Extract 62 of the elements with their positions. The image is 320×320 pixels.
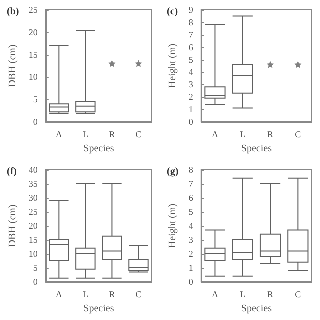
y-tick-label: 6	[188, 42, 194, 52]
y-tick-label: 15	[28, 50, 38, 60]
x-tick-label: A	[212, 130, 219, 140]
x-tick-label: R	[109, 130, 116, 140]
y-tick-label: 10	[28, 249, 38, 259]
y-tick-label: 4	[188, 221, 194, 231]
x-tick-label: L	[240, 290, 246, 300]
y-tick-label: 8	[188, 165, 194, 175]
x-axis-title: Species	[241, 144, 272, 154]
y-tick-label: 30	[28, 193, 38, 203]
y-tick-label: 0	[188, 277, 194, 287]
chart-title: (g)	[167, 166, 179, 178]
y-tick-label: 9	[188, 5, 194, 15]
x-tick-label: R	[268, 290, 274, 300]
y-tick-label: 5	[33, 94, 38, 105]
y-tick-label: 7	[188, 30, 194, 40]
x-tick-label: A	[56, 290, 63, 300]
y-tick-label: 7	[188, 179, 194, 189]
x-tick-label: C	[295, 290, 302, 300]
y-tick-label: 10	[28, 72, 38, 82]
x-tick-label: C	[136, 130, 142, 140]
y-tick-label: 2	[188, 249, 194, 259]
x-tick-label: R	[268, 130, 274, 140]
y-tick-label: 25	[28, 5, 38, 15]
chart-title: (c)	[167, 6, 178, 18]
y-tick-label: 3	[188, 235, 194, 245]
x-tick-label: L	[240, 130, 246, 140]
y-tick-label: 8	[188, 17, 194, 28]
chart-title: (f)	[7, 166, 17, 178]
y-axis-title: Height (m)	[168, 204, 178, 248]
x-axis-title: Species	[241, 304, 272, 314]
y-tick-label: 0	[33, 117, 38, 127]
y-tick-label: 6	[188, 193, 194, 203]
y-tick-label: 20	[28, 221, 38, 231]
y-tick-label: 1	[188, 263, 194, 273]
x-axis-title: Species	[84, 144, 114, 154]
x-tick-label: C	[136, 290, 142, 300]
y-tick-label: 0	[188, 117, 194, 127]
y-tick-label: 0	[33, 277, 38, 287]
y-axis-title: Height (m)	[168, 44, 178, 88]
y-tick-label: 25	[28, 207, 38, 217]
x-tick-label: A	[56, 130, 63, 140]
x-tick-label: L	[82, 290, 88, 300]
y-tick-label: 5	[33, 263, 38, 273]
y-tick-label: 5	[188, 207, 194, 217]
y-tick-label: 35	[28, 179, 38, 189]
y-tick-label: 20	[28, 27, 38, 38]
y-tick-label: 2	[188, 92, 194, 102]
y-tick-label: 40	[28, 165, 38, 175]
y-tick-label: 5	[188, 54, 194, 65]
x-tick-label: L	[82, 130, 88, 140]
x-tick-label: C	[295, 130, 302, 140]
y-axis-title: DBH (cm)	[8, 44, 18, 88]
y-tick-label: 15	[28, 235, 38, 245]
y-tick-label: 1	[188, 104, 194, 115]
x-tick-label: A	[212, 290, 219, 300]
y-tick-label: 3	[188, 80, 194, 90]
x-axis-title: Species	[84, 304, 114, 314]
y-axis-title: DBH (cm)	[8, 204, 18, 248]
x-tick-label: R	[109, 290, 116, 300]
chart-title: (b)	[7, 6, 20, 18]
y-tick-label: 4	[188, 67, 194, 78]
